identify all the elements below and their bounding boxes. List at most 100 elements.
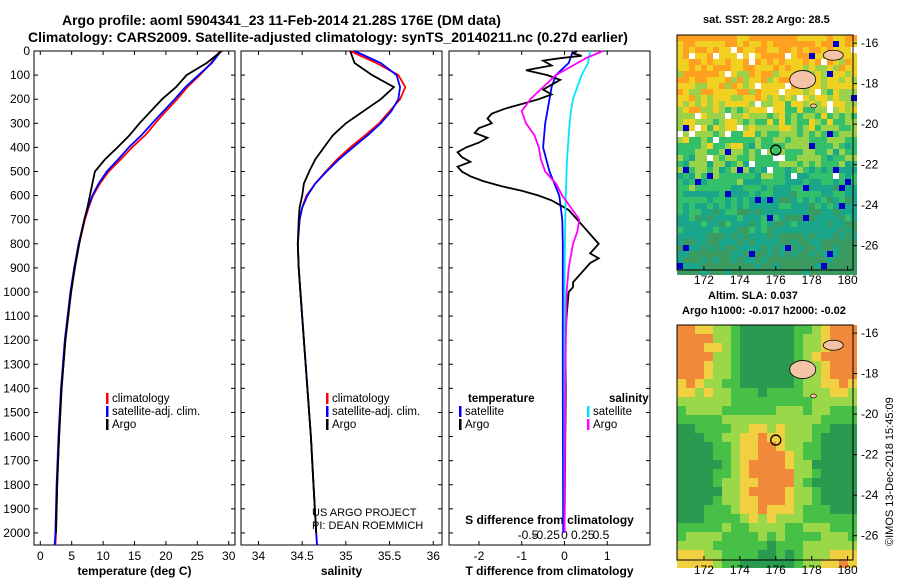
map-cell — [725, 251, 731, 257]
map-cell — [815, 41, 821, 47]
map-cell — [749, 161, 755, 167]
map-cell — [830, 442, 839, 451]
map-cell — [803, 325, 812, 334]
map-cell — [779, 95, 785, 101]
map-cell — [701, 155, 707, 161]
map-cell — [740, 388, 749, 397]
map-cell — [815, 35, 821, 41]
map-cell — [704, 352, 713, 361]
map-cell — [827, 221, 833, 227]
map-x-tick-label: 172 — [694, 563, 714, 577]
map-cell — [767, 41, 773, 47]
map-cell — [731, 451, 740, 460]
map-cell — [707, 125, 713, 131]
map-cell — [839, 496, 848, 505]
map-cell — [695, 41, 701, 47]
map-cell — [686, 460, 695, 469]
map-cell — [785, 550, 794, 559]
island-viti-levu — [789, 70, 817, 89]
map-cell — [713, 352, 722, 361]
map-cell — [704, 514, 713, 523]
map-cell — [803, 179, 809, 185]
map-cell — [689, 209, 695, 215]
map-cell — [713, 149, 719, 155]
map-cell — [839, 71, 845, 77]
map-cell — [695, 167, 701, 173]
map-cell — [833, 59, 839, 65]
map-cell — [785, 149, 791, 155]
map-cell — [845, 203, 851, 209]
map-cell — [749, 221, 755, 227]
map-cell — [779, 185, 785, 191]
map-cell — [686, 523, 695, 532]
map-cell — [791, 209, 797, 215]
map-cell — [695, 53, 701, 59]
map-cell — [851, 263, 857, 269]
map-cell — [812, 415, 821, 424]
map-cell — [815, 155, 821, 161]
map-cell — [704, 406, 713, 415]
map-cell — [785, 191, 791, 197]
map-cell — [758, 505, 767, 514]
map-cell — [809, 89, 815, 95]
map-cell — [827, 203, 833, 209]
map-cell — [839, 469, 848, 478]
map-cell — [803, 532, 812, 541]
map-cell — [839, 227, 845, 233]
map-cell — [737, 173, 743, 179]
map-cell — [785, 107, 791, 113]
map-cell — [851, 59, 857, 65]
map-cell — [749, 173, 755, 179]
map-x-tick-label: 178 — [802, 563, 822, 577]
map-cell — [722, 487, 731, 496]
map-cell — [803, 251, 809, 257]
map-cell — [779, 179, 785, 185]
map-cell — [776, 469, 785, 478]
map-cell — [677, 41, 683, 47]
map-cell — [803, 269, 809, 275]
map-cell — [815, 185, 821, 191]
map-cell — [683, 191, 689, 197]
map-cell — [677, 215, 683, 221]
map-cell — [758, 460, 767, 469]
map-cell — [704, 523, 713, 532]
map-cell — [713, 131, 719, 137]
map-cell — [773, 149, 779, 155]
map-cell — [683, 71, 689, 77]
map-cell — [713, 343, 722, 352]
map-cell — [761, 113, 767, 119]
map-cell — [830, 496, 839, 505]
map-cell — [695, 47, 701, 53]
map-cell — [776, 442, 785, 451]
map-cell — [827, 83, 833, 89]
map-cell — [704, 343, 713, 352]
map-cell — [719, 251, 725, 257]
map-cell — [701, 269, 707, 275]
map-cell — [785, 505, 794, 514]
map-cell — [719, 113, 725, 119]
map-cell — [701, 89, 707, 95]
map-cell — [677, 532, 686, 541]
map-cell — [689, 125, 695, 131]
map-cell — [845, 191, 851, 197]
map-cell — [821, 406, 830, 415]
map-cell — [767, 203, 773, 209]
map-cell — [791, 179, 797, 185]
map-cell — [797, 233, 803, 239]
map-cell — [713, 83, 719, 89]
map-cell — [755, 119, 761, 125]
map-cell — [821, 77, 827, 83]
map-cell — [809, 113, 815, 119]
map-cell — [743, 71, 749, 77]
map-cell — [773, 233, 779, 239]
map-cell — [731, 83, 737, 89]
map-cell — [785, 334, 794, 343]
map-cell — [758, 424, 767, 433]
map-cell — [830, 325, 839, 334]
map-cell — [689, 47, 695, 53]
map-cell — [821, 143, 827, 149]
map-cell — [737, 149, 743, 155]
map-cell — [851, 227, 857, 233]
map-cell — [713, 101, 719, 107]
map-cell — [839, 523, 848, 532]
